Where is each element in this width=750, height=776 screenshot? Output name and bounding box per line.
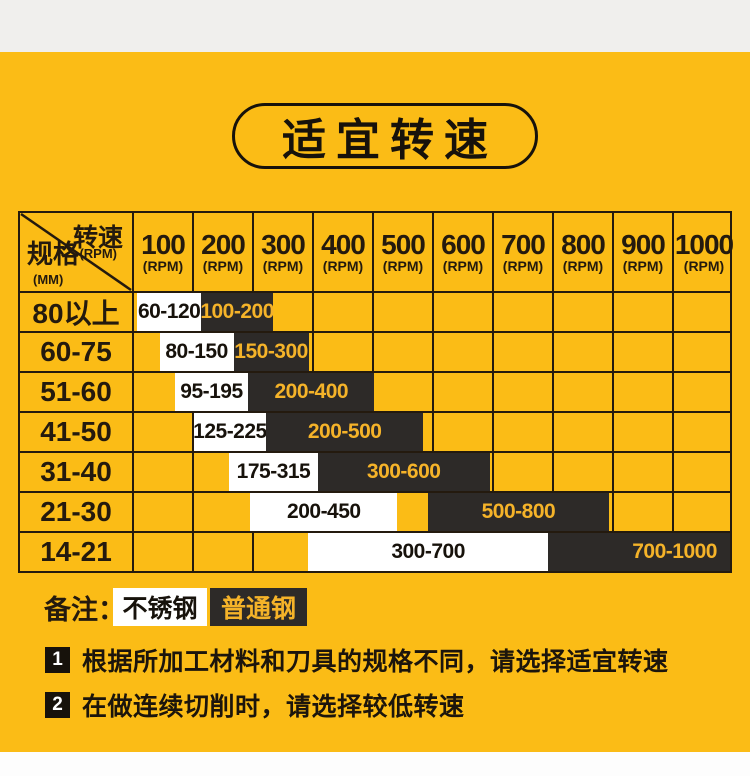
column-rpm-value: 500 [381, 228, 426, 260]
top-band [0, 0, 750, 52]
corner-spec-label: 规格 [27, 239, 80, 269]
note-number-badge: 1 [45, 647, 70, 673]
column-header: 400 (RPM) [314, 213, 374, 291]
legend: 备注： 不锈钢 普通钢 [0, 588, 750, 626]
table-row: 41-50 125-225 200-500 [20, 413, 730, 453]
column-rpm-value: 400 [321, 228, 366, 260]
spec-cell: 41-50 [20, 413, 134, 451]
column-rpm-unit: (RPM) [202, 258, 244, 275]
column-rpm-value: 700 [501, 228, 546, 260]
column-header: 700 (RPM) [494, 213, 554, 291]
spec-cell: 21-30 [20, 493, 134, 531]
column-rpm-value: 200 [201, 228, 246, 260]
legend-label: 备注： [44, 594, 125, 625]
spec-cell: 31-40 [20, 453, 134, 491]
stainless-range-bar: 200-450 [250, 493, 398, 531]
ordinary-range-bar: 100-200 [200, 293, 274, 331]
ordinary-range-bar: 200-400 [248, 373, 375, 411]
ordinary-range-bar: 500-800 [427, 493, 609, 531]
column-rpm-value: 800 [561, 228, 606, 260]
ordinary-range-bar: 200-500 [266, 413, 424, 451]
stainless-range-bar: 125-225 [193, 413, 267, 451]
legend-ordinary-chip: 普通钢 [210, 588, 307, 626]
ordinary-range-bar: 700-1000 [548, 533, 730, 571]
column-rpm-unit: (RPM) [502, 258, 544, 275]
table-row: 80以上 60-120 100-200 [20, 293, 730, 333]
spec-cell: 14-21 [20, 533, 134, 571]
note-text: 根据所加工材料和刀具的规格不同，请选择适宜转速 [82, 648, 669, 676]
bottom-band [0, 752, 750, 776]
ordinary-range-bar: 150-300 [233, 333, 309, 371]
speed-table: 转速 (RPM) 规格 (MM) 100 (RPM) 200 (RPM) 300 (RPM… [18, 211, 734, 573]
note-text: 在做连续切削时，请选择较低转速 [82, 693, 465, 721]
spec-cell: 51-60 [20, 373, 134, 411]
bar-zone: 200-450 500-800 [134, 493, 730, 531]
spec-cell: 80以上 [20, 293, 134, 331]
bar-zone: 80-150 150-300 [134, 333, 730, 371]
spec-cell: 60-75 [20, 333, 134, 371]
column-rpm-unit: (RPM) [142, 258, 184, 275]
diagonal-divider-icon [20, 213, 132, 291]
corner-speed-label: 转速 [72, 224, 123, 252]
column-rpm-unit: (RPM) [382, 258, 424, 275]
column-header: 100 (RPM) [134, 213, 194, 291]
page-title: 适宜转速 [282, 116, 498, 165]
table-row: 31-40 175-315 300-600 [20, 453, 730, 493]
stainless-range-bar: 300-700 [308, 533, 549, 571]
table-row: 14-21 300-700 700-1000 [20, 533, 730, 571]
stainless-range-bar: 60-120 [136, 293, 202, 331]
column-header: 600 (RPM) [434, 213, 494, 291]
stainless-range-bar: 175-315 [229, 453, 318, 491]
stainless-range-bar: 80-150 [159, 333, 234, 371]
bar-zone: 95-195 200-400 [134, 373, 730, 411]
column-header: 300 (RPM) [254, 213, 314, 291]
column-rpm-value: 600 [441, 228, 486, 260]
ordinary-range-bar: 300-600 [317, 453, 490, 491]
corner-speed-unit: (RPM) [79, 246, 117, 261]
table-header-row: 转速 (RPM) 规格 (MM) 100 (RPM) 200 (RPM) 300 (RPM… [20, 213, 734, 293]
bar-zone: 175-315 300-600 [134, 453, 730, 491]
column-rpm-unit: (RPM) [683, 258, 725, 275]
column-rpm-unit: (RPM) [262, 258, 304, 275]
column-rpm-value: 900 [621, 228, 666, 260]
column-rpm-unit: (RPM) [562, 258, 604, 275]
note-item: 1 根据所加工材料和刀具的规格不同，请选择适宜转速 [45, 642, 669, 678]
table-row: 21-30 200-450 500-800 [20, 493, 730, 533]
bar-zone: 300-700 700-1000 [134, 533, 730, 571]
table-row: 51-60 95-195 200-400 [20, 373, 730, 413]
column-rpm-unit: (RPM) [322, 258, 364, 275]
note-item: 2 在做连续切削时，请选择较低转速 [45, 687, 465, 723]
corner-spec-unit: (MM) [33, 272, 64, 287]
column-header: 200 (RPM) [194, 213, 254, 291]
column-header: 500 (RPM) [374, 213, 434, 291]
column-headers: 100 (RPM) 200 (RPM) 300 (RPM) 400 (RPM) 500 (RPM)… [134, 213, 734, 291]
column-rpm-value: 100 [141, 228, 186, 260]
column-header: 1000 (RPM) [674, 213, 734, 291]
corner-cell: 转速 (RPM) 规格 (MM) [20, 213, 134, 291]
column-rpm-unit: (RPM) [442, 258, 484, 275]
column-header: 900 (RPM) [614, 213, 674, 291]
column-rpm-value: 1000 [674, 228, 734, 260]
bar-zone: 125-225 200-500 [134, 413, 730, 451]
column-header: 800 (RPM) [554, 213, 614, 291]
stainless-range-bar: 95-195 [174, 373, 249, 411]
note-number-badge: 2 [45, 692, 70, 718]
bar-zone: 60-120 100-200 [134, 293, 730, 331]
column-rpm-unit: (RPM) [622, 258, 664, 275]
legend-stainless-chip: 不锈钢 [113, 588, 207, 626]
column-rpm-value: 300 [261, 228, 306, 260]
table-row: 60-75 80-150 150-300 [20, 333, 730, 373]
title-pill: 适宜转速 [232, 103, 538, 169]
table-body: 80以上 60-120 100-200 60-75 80-150 150-300 51-60… [20, 293, 730, 571]
